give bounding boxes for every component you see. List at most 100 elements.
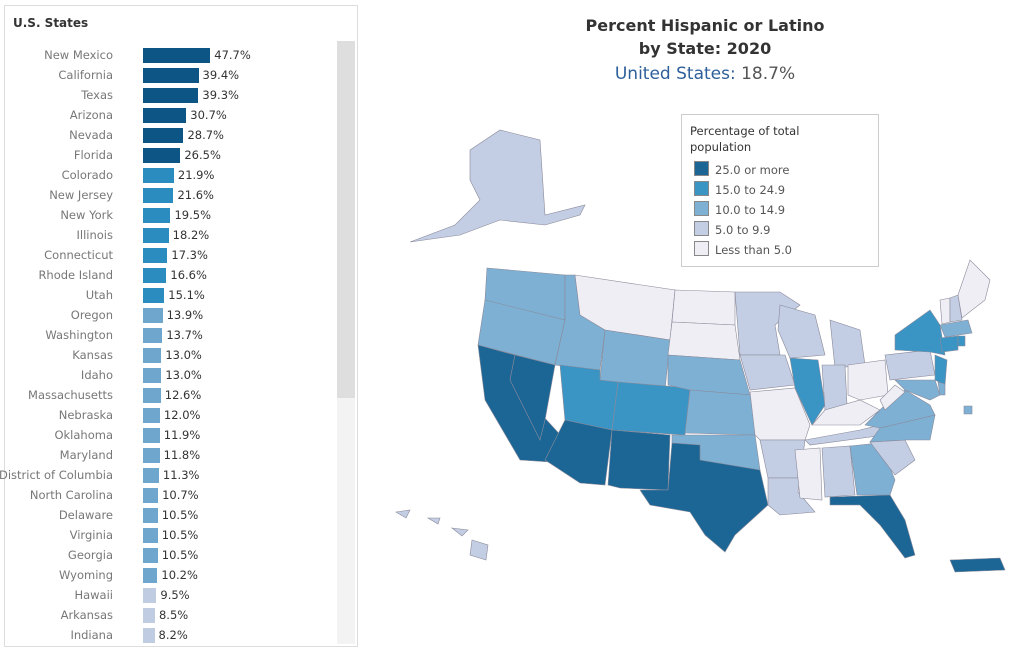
bar[interactable] [143,248,168,263]
bar[interactable] [143,148,181,163]
state-shape-hi-island[interactable] [450,527,469,537]
bar[interactable] [143,528,158,543]
legend-item[interactable]: 25.0 or more [694,161,789,177]
bar-row[interactable]: District of Columbia 11.3% [0,465,335,485]
state-shape-ky[interactable] [811,399,881,426]
state-shape-md[interactable] [894,379,941,401]
bar-row[interactable]: Massachusetts 12.6% [5,385,335,405]
legend-item[interactable]: 5.0 to 9.9 [694,221,770,237]
bar[interactable] [143,568,158,583]
state-shape-ms[interactable] [794,447,823,501]
state-shape-ri[interactable] [957,335,966,347]
state-shape-fl[interactable] [829,494,916,559]
bar-row[interactable]: Indiana 8.2% [5,625,335,645]
bar[interactable] [143,628,155,643]
state-shape-sd[interactable] [667,321,741,361]
bar[interactable] [143,228,169,243]
bar[interactable] [143,308,163,323]
bar[interactable] [143,88,199,103]
state-shape-nm[interactable] [607,429,671,491]
bar-row[interactable]: Oregon 13.9% [5,305,335,325]
state-shape-me[interactable] [957,259,991,319]
bar-row[interactable]: Nebraska 12.0% [5,405,335,425]
state-shape-in[interactable] [821,364,848,411]
bar[interactable] [143,128,184,143]
bar-row[interactable]: Texas 39.3% [5,85,335,105]
bar-row[interactable]: Idaho 13.0% [5,365,335,385]
state-shape-mi[interactable] [829,319,866,369]
bar-row[interactable]: New Mexico 47.7% [5,45,335,65]
bar[interactable] [143,368,162,383]
bar-row[interactable]: California 39.4% [5,65,335,85]
state-shape-de[interactable] [937,381,946,396]
state-shape-il[interactable] [789,357,826,426]
state-shape-hi-island[interactable] [395,509,411,519]
bar-row[interactable]: Illinois 18.2% [5,225,335,245]
bar-row[interactable]: Utah 15.1% [5,285,335,305]
bar-row[interactable]: Colorado 21.9% [5,165,335,185]
state-shape-nd[interactable] [671,289,736,326]
bar[interactable] [143,328,163,343]
state-shape-ks[interactable] [684,389,756,436]
bar[interactable] [143,268,167,283]
bar-row[interactable]: Arizona 30.7% [5,105,335,125]
bar[interactable] [143,208,171,223]
state-shape-hi-island[interactable] [426,517,441,525]
bar-row[interactable]: Connecticut 17.3% [5,245,335,265]
bar[interactable] [143,488,159,503]
state-shape-wi[interactable] [777,304,826,359]
bar[interactable] [143,508,158,523]
legend-item[interactable]: Less than 5.0 [694,241,792,257]
state-shape-pr[interactable] [949,557,1006,573]
bar-row[interactable]: Florida 26.5% [5,145,335,165]
state-shape-wv[interactable] [879,384,906,411]
bar-row[interactable]: Kansas 13.0% [5,345,335,365]
state-shape-ct[interactable] [939,335,959,353]
bar[interactable] [143,588,157,603]
bar[interactable] [143,468,159,483]
bar[interactable] [143,168,174,183]
state-shape-pa[interactable] [884,349,936,381]
state-shape-vt[interactable] [939,297,951,325]
bar[interactable] [143,68,199,83]
bar-row[interactable]: Wyoming 10.2% [5,565,335,585]
state-shape-al[interactable] [821,445,856,498]
legend-item[interactable]: 15.0 to 24.9 [694,181,785,197]
bar-row[interactable]: Hawaii 9.5% [5,585,335,605]
bar[interactable] [143,108,187,123]
bar-row[interactable]: Washington 13.7% [5,325,335,345]
bar[interactable] [143,548,158,563]
state-shape-ma[interactable] [939,319,973,338]
bar-row[interactable]: Delaware 10.5% [5,505,335,525]
bar-row[interactable]: Arkansas 8.5% [5,605,335,625]
bar-row[interactable]: New York 19.5% [5,205,335,225]
bar-row[interactable]: Nevada 28.7% [5,125,335,145]
bar-row[interactable]: Virginia 10.5% [5,525,335,545]
state-shape-ny[interactable] [894,309,946,356]
bar-row[interactable]: Oklahoma 11.9% [5,425,335,445]
bar[interactable] [143,188,174,203]
state-shape-nv[interactable] [509,354,556,441]
state-shape-ak[interactable] [409,129,586,243]
scrollbar[interactable] [337,41,355,644]
state-shape-oh[interactable] [847,359,889,401]
legend-item[interactable]: 10.0 to 14.9 [694,201,785,217]
state-shape-co[interactable] [611,381,691,436]
bar-row[interactable]: Georgia 10.5% [5,545,335,565]
state-shape-nc[interactable] [869,414,936,443]
scrollbar-thumb[interactable] [337,41,355,398]
bar-row[interactable]: North Carolina 10.7% [5,485,335,505]
bar[interactable] [143,428,160,443]
bar[interactable] [143,348,162,363]
state-shape-tx[interactable] [639,442,769,553]
bar-row[interactable]: Maryland 11.8% [5,445,335,465]
bar[interactable] [143,408,160,423]
bar[interactable] [143,388,161,403]
bar[interactable] [143,608,155,623]
bar[interactable] [143,448,160,463]
bar-row[interactable]: Rhode Island 16.6% [5,265,335,285]
state-shape-hi[interactable] [469,539,489,561]
state-shape-dc[interactable] [963,405,973,415]
bar[interactable] [143,288,165,303]
